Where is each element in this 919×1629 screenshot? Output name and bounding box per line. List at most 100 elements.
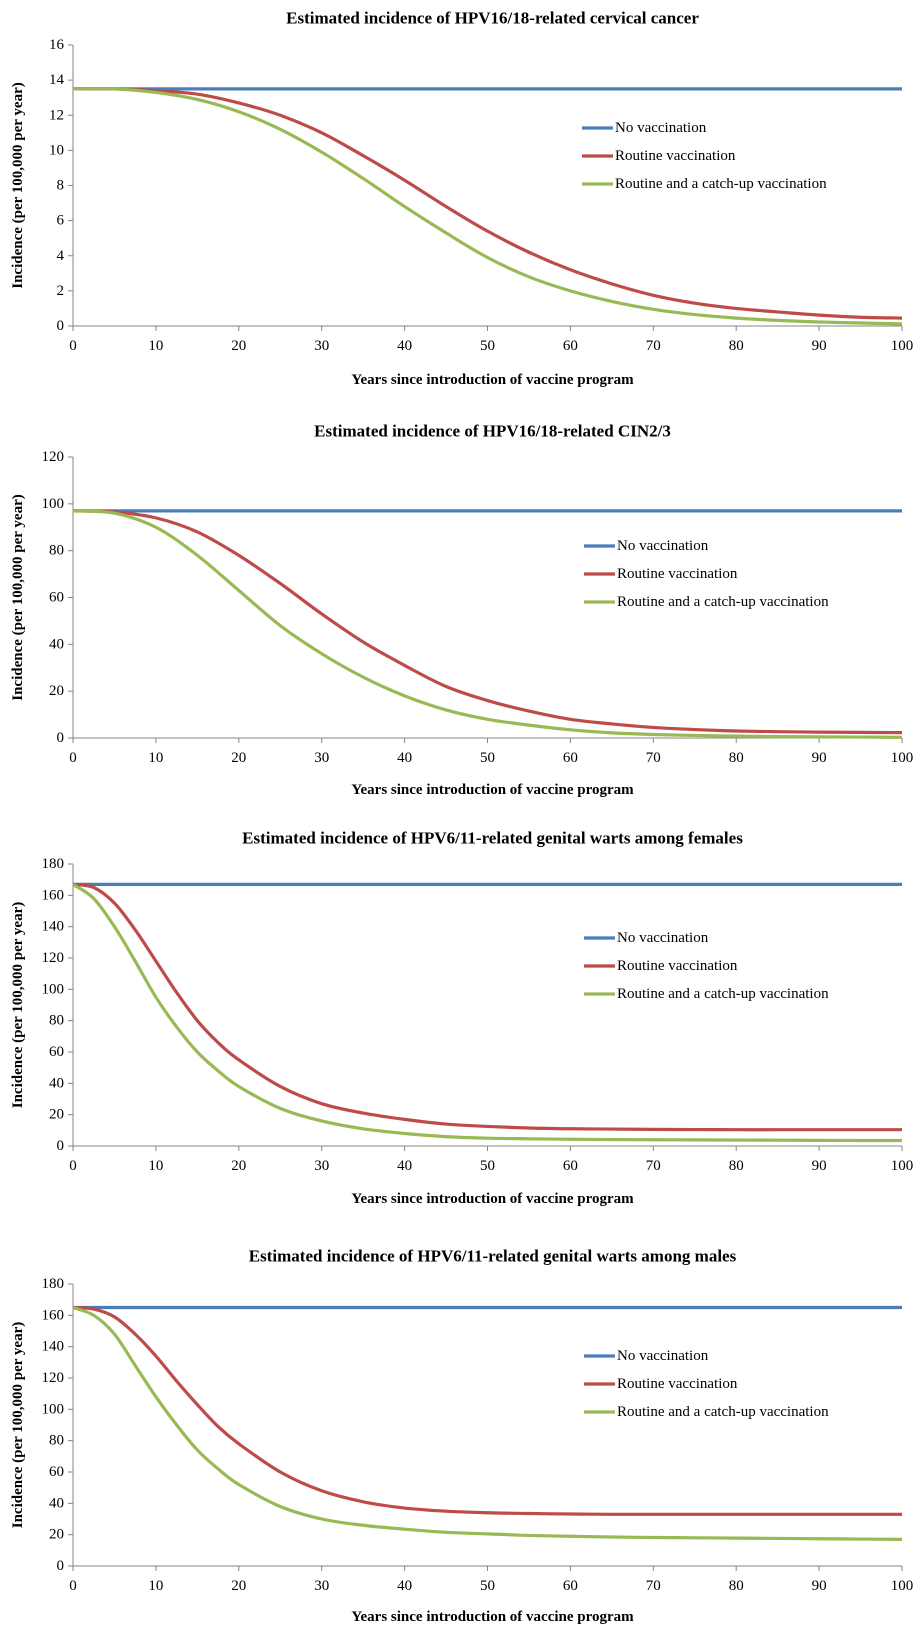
y-tick-label: 60 <box>49 1464 64 1480</box>
x-tick-label: 50 <box>480 750 495 766</box>
y-tick-label: 140 <box>42 1339 65 1355</box>
x-tick-label: 0 <box>69 750 77 766</box>
series-line-2 <box>72 882 902 1132</box>
y-tick-label: 0 <box>57 318 65 334</box>
x-tick-label: 40 <box>397 1578 412 1594</box>
y-tick-label: 4 <box>57 248 65 264</box>
series-line-3 <box>72 1305 903 1541</box>
chart-title: Estimated incidence of HPV6/11-related g… <box>242 829 743 848</box>
x-tick-label: 0 <box>69 338 77 354</box>
x-tick-label: 60 <box>563 338 578 354</box>
x-tick-label: 20 <box>231 338 246 354</box>
chart-panel-3: Estimated incidence of HPV6/11-related g… <box>10 829 913 1208</box>
y-tick-label: 8 <box>57 178 65 194</box>
legend-label: No vaccination <box>617 1348 709 1364</box>
series-line-3 <box>72 883 903 1143</box>
y-tick-label: 100 <box>42 496 65 512</box>
y-axis-title: Incidence (per 100,000 per year) <box>10 1322 26 1529</box>
y-tick-label: 80 <box>49 1433 64 1449</box>
legend: No vaccination Routine vaccination Routine… <box>584 538 829 610</box>
y-tick-label: 6 <box>57 213 65 229</box>
chart-title: Estimated incidence of HPV16/18-related … <box>314 422 671 441</box>
x-tick-label: 80 <box>729 1158 744 1174</box>
y-tick-label: 20 <box>49 1527 64 1543</box>
y-tick-label: 20 <box>49 683 64 699</box>
x-tick-label: 30 <box>314 1158 329 1174</box>
x-tick-label: 50 <box>480 338 495 354</box>
y-tick-label: 20 <box>49 1107 64 1123</box>
x-tick-label: 20 <box>231 1158 246 1174</box>
x-tick-label: 90 <box>812 338 827 354</box>
legend-label: No vaccination <box>615 120 707 136</box>
x-tick-label: 10 <box>148 338 163 354</box>
x-tick-label: 80 <box>729 338 744 354</box>
y-tick-label: 160 <box>42 1307 65 1323</box>
x-tick-label: 20 <box>231 1578 246 1594</box>
y-tick-label: 40 <box>49 1075 64 1091</box>
y-tick-label: 0 <box>57 1558 65 1574</box>
chart-title: Estimated incidence of HPV6/11-related g… <box>249 1247 737 1266</box>
x-tick-label: 60 <box>563 1578 578 1594</box>
x-tick-label: 70 <box>646 750 661 766</box>
legend-label: No vaccination <box>617 930 709 946</box>
y-tick-label: 14 <box>49 72 65 88</box>
legend-label: Routine vaccination <box>617 566 738 582</box>
x-tick-label: 90 <box>812 750 827 766</box>
legend-label: Routine and a catch-up vaccination <box>617 1404 829 1420</box>
x-tick-label: 0 <box>69 1578 77 1594</box>
x-tick-label: 40 <box>397 1158 412 1174</box>
y-tick-label: 120 <box>42 449 65 465</box>
y-axis-title: Incidence (per 100,000 per year) <box>10 82 26 289</box>
y-tick-label: 80 <box>49 543 64 559</box>
y-axis-title: Incidence (per 100,000 per year) <box>10 902 26 1109</box>
series-line-2 <box>72 509 903 735</box>
chart-panel-1: Estimated incidence of HPV16/18-related … <box>10 9 913 389</box>
x-tick-label: 70 <box>646 1578 661 1594</box>
x-tick-label: 30 <box>314 338 329 354</box>
x-tick-label: 10 <box>148 1158 163 1174</box>
y-tick-label: 120 <box>42 950 65 966</box>
y-tick-label: 80 <box>49 1013 64 1029</box>
legend: No vaccination Routine vaccination Routine… <box>584 930 829 1002</box>
y-tick-label: 160 <box>42 887 65 903</box>
x-tick-label: 0 <box>69 1158 77 1174</box>
y-tick-label: 100 <box>42 1401 65 1417</box>
chart-panel-4: Estimated incidence of HPV6/11-related g… <box>10 1247 913 1626</box>
x-tick-label: 90 <box>812 1158 827 1174</box>
x-tick-label: 60 <box>563 1158 578 1174</box>
legend-label: Routine and a catch-up vaccination <box>617 594 829 610</box>
x-axis-title: Years since introduction of vaccine prog… <box>351 1191 634 1207</box>
series-line-3 <box>72 509 903 739</box>
x-tick-label: 30 <box>314 1578 329 1594</box>
y-tick-label: 16 <box>49 37 65 53</box>
x-tick-label: 100 <box>891 1158 914 1174</box>
chart-panel-2: Estimated incidence of HPV16/18-related … <box>10 422 913 799</box>
y-tick-label: 120 <box>42 1370 65 1386</box>
y-tick-label: 10 <box>49 142 64 158</box>
x-tick-label: 10 <box>148 1578 163 1594</box>
x-tick-label: 60 <box>563 750 578 766</box>
y-tick-label: 0 <box>57 1138 65 1154</box>
y-tick-label: 60 <box>49 1044 64 1060</box>
y-tick-label: 0 <box>57 730 65 746</box>
legend-label: Routine and a catch-up vaccination <box>617 986 829 1002</box>
x-tick-label: 50 <box>480 1578 495 1594</box>
series-line-2 <box>72 87 903 320</box>
y-tick-label: 180 <box>42 1276 65 1292</box>
series-line-3 <box>72 87 903 326</box>
y-tick-label: 12 <box>49 107 64 123</box>
legend-label: Routine and a catch-up vaccination <box>615 176 827 192</box>
x-tick-label: 100 <box>891 750 914 766</box>
y-tick-label: 2 <box>57 283 65 299</box>
x-tick-label: 10 <box>148 750 163 766</box>
y-axis-title: Incidence (per 100,000 per year) <box>10 494 26 701</box>
y-tick-label: 100 <box>42 981 65 997</box>
legend: No vaccination Routine vaccination Routine… <box>584 1348 829 1420</box>
x-tick-label: 50 <box>480 1158 495 1174</box>
legend-label: Routine vaccination <box>617 958 738 974</box>
series-line-2 <box>72 1305 902 1516</box>
x-tick-label: 20 <box>231 750 246 766</box>
x-tick-label: 40 <box>397 750 412 766</box>
x-tick-label: 80 <box>729 1578 744 1594</box>
